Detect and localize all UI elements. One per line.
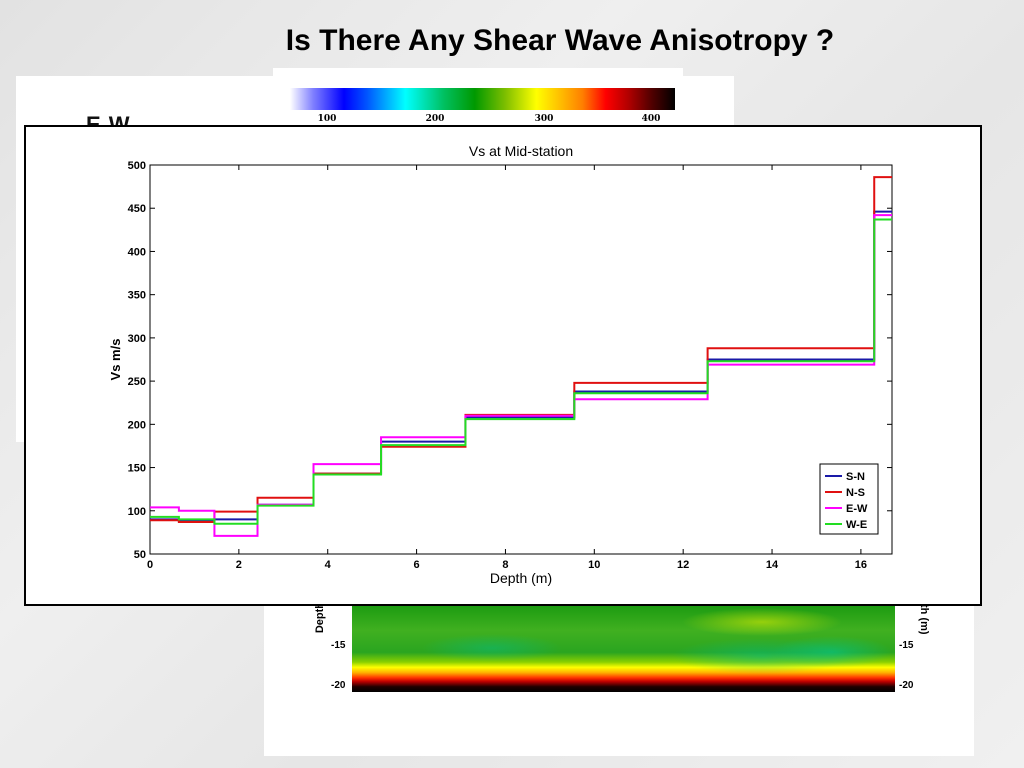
section-right-axis-label: th (m) bbox=[918, 604, 930, 635]
x-tick-label: 8 bbox=[502, 559, 508, 571]
y-tick-label: 500 bbox=[128, 160, 146, 172]
x-tick-label: 6 bbox=[414, 559, 420, 571]
x-tick-label: 16 bbox=[855, 559, 867, 571]
velocity-section-image bbox=[352, 604, 895, 692]
y-tick-label: 400 bbox=[128, 246, 146, 258]
y-tick-label: 450 bbox=[128, 203, 146, 215]
colorbar-tick: 100 bbox=[317, 114, 337, 124]
series-line-w-e bbox=[150, 218, 892, 525]
colorbar-tick: 400 bbox=[641, 114, 661, 124]
x-axis-label: Depth (m) bbox=[490, 570, 552, 586]
y-tick-label: 50 bbox=[134, 549, 146, 561]
y-tick-label: 100 bbox=[128, 506, 146, 518]
y-axis-label: Vs m/s bbox=[108, 339, 123, 381]
x-tick-label: 0 bbox=[147, 559, 153, 571]
y-tick-label: 300 bbox=[128, 333, 146, 345]
y-tick-label: 350 bbox=[128, 290, 146, 302]
slide-title: Is There Any Shear Wave Anisotropy ? bbox=[285, 24, 835, 57]
x-tick-label: 14 bbox=[766, 559, 779, 571]
legend-label: N-S bbox=[846, 487, 865, 499]
y-tick-label: 200 bbox=[128, 419, 146, 431]
x-tick-label: 4 bbox=[325, 559, 332, 571]
x-tick-label: 12 bbox=[677, 559, 689, 571]
section-left-tick: -15 bbox=[331, 640, 346, 651]
section-left-tick: -20 bbox=[331, 680, 346, 691]
section-right-tick: -20 bbox=[899, 680, 914, 691]
colorbar-tick: 200 bbox=[425, 114, 445, 124]
vs-chart-frame: 0 2 4 6 8 10 12 14 16 50 100 150 200 250 300 350 400 450 5… bbox=[24, 125, 982, 606]
chart-title: Vs at Mid-station bbox=[469, 143, 573, 159]
legend-label: W-E bbox=[846, 519, 867, 531]
legend-label: S-N bbox=[846, 471, 865, 483]
y-tick-label: 250 bbox=[128, 376, 146, 388]
section-right-tick: -15 bbox=[899, 640, 914, 651]
vs-chart: 0 2 4 6 8 10 12 14 16 50 100 150 200 250 300 350 400 450 5… bbox=[108, 143, 893, 586]
x-tick-label: 2 bbox=[236, 559, 242, 571]
y-tick-label: 150 bbox=[128, 463, 146, 475]
section-left-axis-label: Depth bbox=[314, 602, 326, 634]
legend-label: E-W bbox=[846, 503, 868, 515]
x-tick-label: 10 bbox=[588, 559, 600, 571]
colorbar bbox=[290, 88, 675, 110]
colorbar-tick: 300 bbox=[534, 114, 554, 124]
